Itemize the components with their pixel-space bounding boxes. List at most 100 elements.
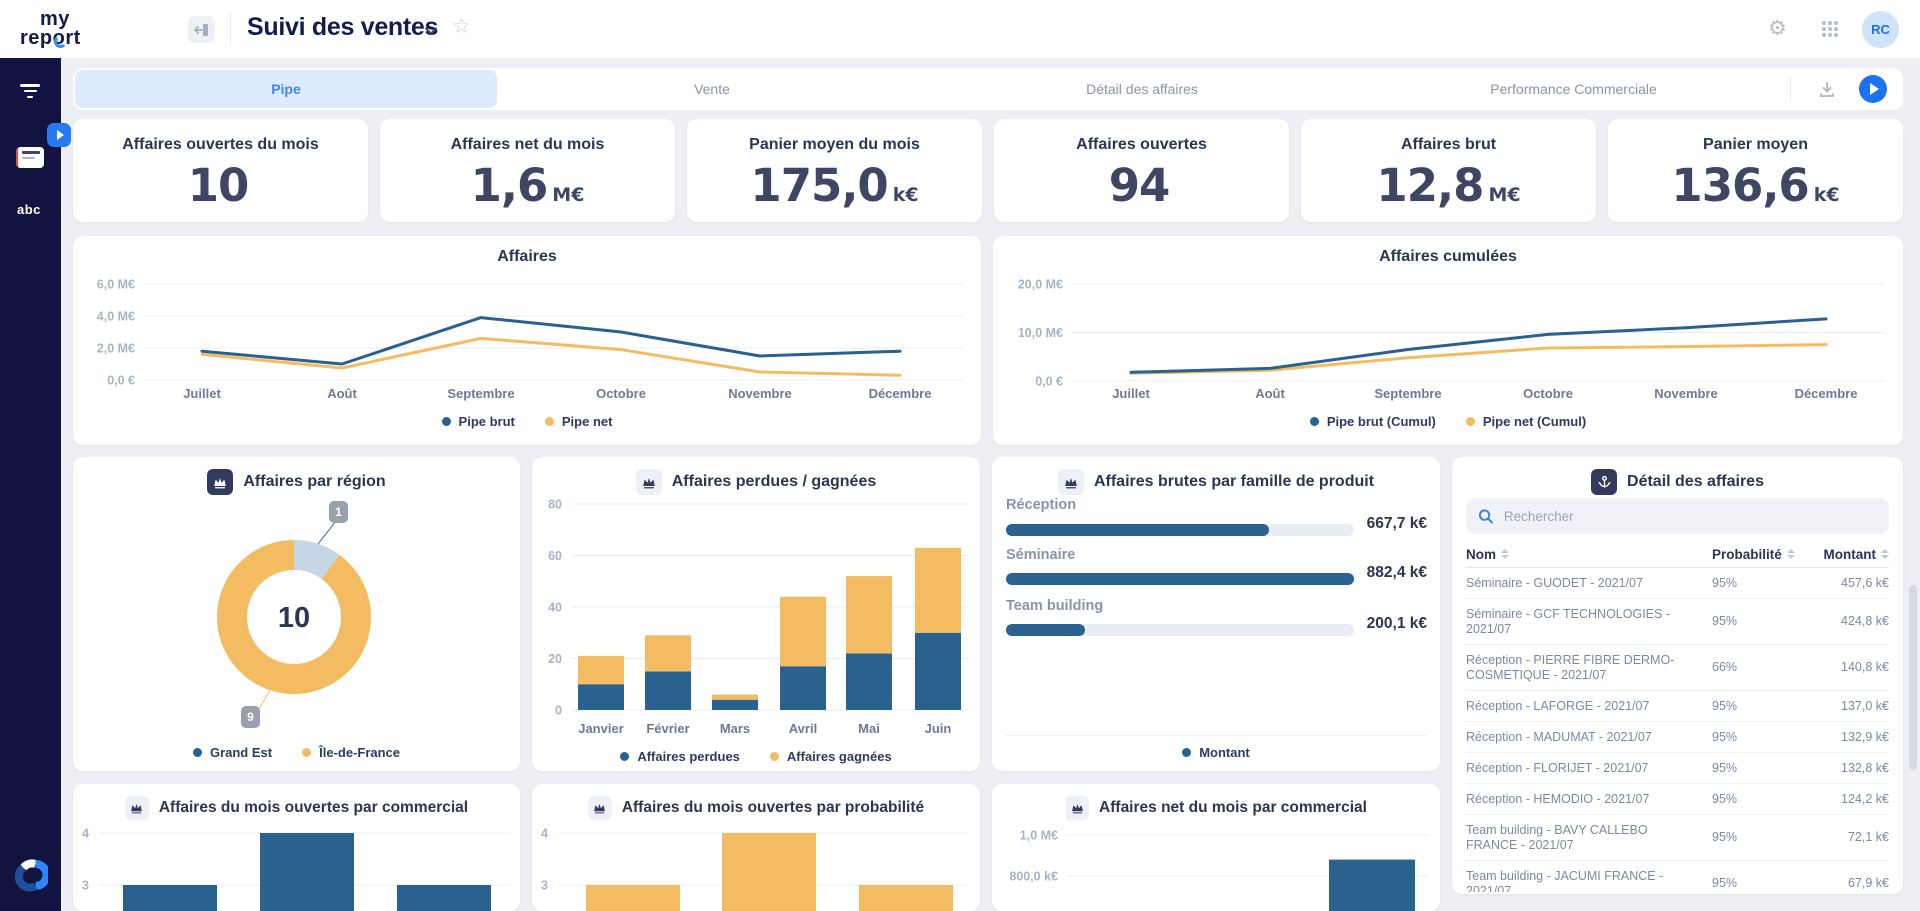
search-input[interactable] xyxy=(1504,509,1877,524)
line-series[interactable] xyxy=(202,338,900,375)
cell-montant: 424,8 k€ xyxy=(1804,614,1889,629)
bar-segment-gagnees[interactable] xyxy=(712,695,758,700)
bar-segment-gagnees[interactable] xyxy=(846,576,892,653)
legend-item[interactable]: Montant xyxy=(1182,745,1250,760)
report-pages-icon[interactable] xyxy=(16,147,44,168)
legend-item[interactable]: Pipe brut (Cumul) xyxy=(1310,414,1436,429)
bar-segment-gagnees[interactable] xyxy=(645,635,691,671)
legend-item[interactable]: Affaires perdues xyxy=(620,749,740,764)
bar[interactable] xyxy=(722,833,816,911)
bar-segment-perdues[interactable] xyxy=(780,666,826,710)
bar[interactable] xyxy=(123,885,217,911)
bar[interactable] xyxy=(397,885,491,911)
legend-label: Pipe net xyxy=(562,414,613,429)
x-tick-label: Décembre xyxy=(1795,386,1858,401)
callout-line xyxy=(318,521,336,544)
tab-vente[interactable]: Vente xyxy=(497,70,927,108)
hbar-track xyxy=(1006,573,1354,585)
favorite-star-icon[interactable]: ☆ xyxy=(452,14,471,38)
y-tick-label: 4,0 M€ xyxy=(97,310,135,324)
y-tick-label: 4 xyxy=(541,827,548,841)
sidebar-item-abc[interactable]: abc xyxy=(17,202,41,217)
legend-item[interactable]: Pipe brut xyxy=(442,414,515,429)
table-row[interactable]: Team building - JACUMI FRANCE - 2021/079… xyxy=(1466,861,1889,892)
kpi-card-affaires-ouvertes-du-mois: Affaires ouvertes du mois 10 xyxy=(73,119,368,222)
page-scrollbar-thumb[interactable] xyxy=(1909,585,1917,770)
y-tick-label: 6,0 M€ xyxy=(97,278,135,292)
avatar[interactable]: RC xyxy=(1862,11,1899,48)
chart-title: Affaires par région xyxy=(73,469,520,495)
x-tick-label: Juillet xyxy=(1112,386,1150,401)
table-row[interactable]: Réception - PIERRE FIBRE DERMO-COSMETIQU… xyxy=(1466,645,1889,691)
bar-segment-gagnees[interactable] xyxy=(578,656,624,684)
hbar-fill[interactable] xyxy=(1006,524,1269,536)
table-body: Séminaire - GUODET - 2021/0795%457,6 k€S… xyxy=(1466,567,1889,892)
play-button[interactable] xyxy=(1859,75,1887,103)
table-row[interactable]: Réception - LAFORGE - 2021/0795%137,0 k€ xyxy=(1466,691,1889,722)
download-icon xyxy=(1818,81,1836,99)
bar-segment-perdues[interactable] xyxy=(578,684,624,710)
donut-slice[interactable] xyxy=(294,555,330,567)
tab-detail-des-affaires[interactable]: Détail des affaires xyxy=(927,70,1357,108)
legend-item[interactable]: Affaires gagnées xyxy=(770,749,892,764)
apps-grid-icon[interactable] xyxy=(1822,21,1838,37)
cell-nom: Séminaire - GCF TECHNOLOGIES - 2021/07 xyxy=(1466,607,1712,637)
hbar-value: 882,4 k€ xyxy=(1367,564,1427,582)
cell-probabilite: 95% xyxy=(1712,792,1804,807)
legend-item[interactable]: Pipe net xyxy=(545,414,613,429)
crown-icon xyxy=(1065,796,1089,820)
donut-chart-affaires-par-region: 10 xyxy=(73,457,520,771)
legend-label: Île-de-France xyxy=(319,745,400,760)
y-tick-label: 20,0 M€ xyxy=(1018,278,1063,292)
bar[interactable] xyxy=(859,885,953,911)
table-row[interactable]: Réception - FLORIJET - 2021/0795%132,8 k… xyxy=(1466,753,1889,784)
chart-card-affaires-du-mois-par-commercial: Affaires du mois ouvertes par commercial… xyxy=(73,784,520,911)
bar-segment-perdues[interactable] xyxy=(645,671,691,710)
table-row[interactable]: Réception - MADUMAT - 2021/0795%132,9 k€ xyxy=(1466,722,1889,753)
legend-dot xyxy=(545,417,554,426)
bar-segment-gagnees[interactable] xyxy=(915,548,961,633)
legend-item[interactable]: Grand Est xyxy=(193,745,272,760)
tab-performance-commerciale[interactable]: Performance Commerciale xyxy=(1357,70,1790,108)
y-tick-label: 40 xyxy=(548,601,562,615)
hbar-fill[interactable] xyxy=(1006,573,1354,585)
hbar-value: 667,7 k€ xyxy=(1367,515,1427,533)
x-tick-label: Novembre xyxy=(1654,386,1718,401)
y-tick-label: 60 xyxy=(548,549,562,563)
bar-segment-perdues[interactable] xyxy=(915,633,961,710)
filter-icon[interactable] xyxy=(19,84,41,98)
gear-icon[interactable]: ⚙ xyxy=(1768,16,1787,40)
column-header-nom[interactable]: Nom xyxy=(1466,547,1712,562)
cell-nom: Réception - LAFORGE - 2021/07 xyxy=(1466,699,1712,714)
legend-item[interactable]: Pipe net (Cumul) xyxy=(1466,414,1586,429)
bar[interactable] xyxy=(1329,860,1415,911)
chart-title: Affaires perdues / gagnées xyxy=(532,469,980,495)
sidebar-expand-button[interactable] xyxy=(47,123,71,147)
chevron-down-icon[interactable] xyxy=(424,23,438,41)
y-tick-label: 800,0 k€ xyxy=(1009,870,1058,884)
myreport-logo[interactable]: my report xyxy=(18,6,138,52)
kpi-card-affaires-ouvertes: Affaires ouvertes 94 xyxy=(994,119,1289,222)
bar[interactable] xyxy=(586,885,680,911)
download-button[interactable] xyxy=(1813,76,1841,104)
table-row[interactable]: Séminaire - GUODET - 2021/0795%457,6 k€ xyxy=(1466,568,1889,599)
line-series[interactable] xyxy=(202,318,900,364)
column-header-montant[interactable]: Montant xyxy=(1804,547,1889,562)
tab-pipe[interactable]: Pipe xyxy=(75,70,497,108)
table-row[interactable]: Réception - HEMODIO - 2021/0795%124,2 k€ xyxy=(1466,784,1889,815)
hbar-fill[interactable] xyxy=(1006,624,1085,636)
bar-segment-gagnees[interactable] xyxy=(780,597,826,667)
y-tick-label: 80 xyxy=(548,498,562,512)
table-row[interactable]: Séminaire - GCF TECHNOLOGIES - 2021/0795… xyxy=(1466,599,1889,645)
legend-label: Pipe brut xyxy=(459,414,515,429)
x-tick-label: Janvier xyxy=(578,721,624,736)
y-tick-label: 20 xyxy=(548,652,562,666)
cell-montant: 140,8 k€ xyxy=(1804,660,1889,675)
legend-item[interactable]: Île-de-France xyxy=(302,745,400,760)
column-header-probabilite[interactable]: Probabilité xyxy=(1712,547,1804,562)
table-row[interactable]: Team building - BAVY CALLEBO FRANCE - 20… xyxy=(1466,815,1889,861)
bar-segment-perdues[interactable] xyxy=(712,700,758,710)
collapse-panel-button[interactable] xyxy=(188,16,215,43)
bar[interactable] xyxy=(260,833,354,911)
bar-segment-perdues[interactable] xyxy=(846,653,892,710)
